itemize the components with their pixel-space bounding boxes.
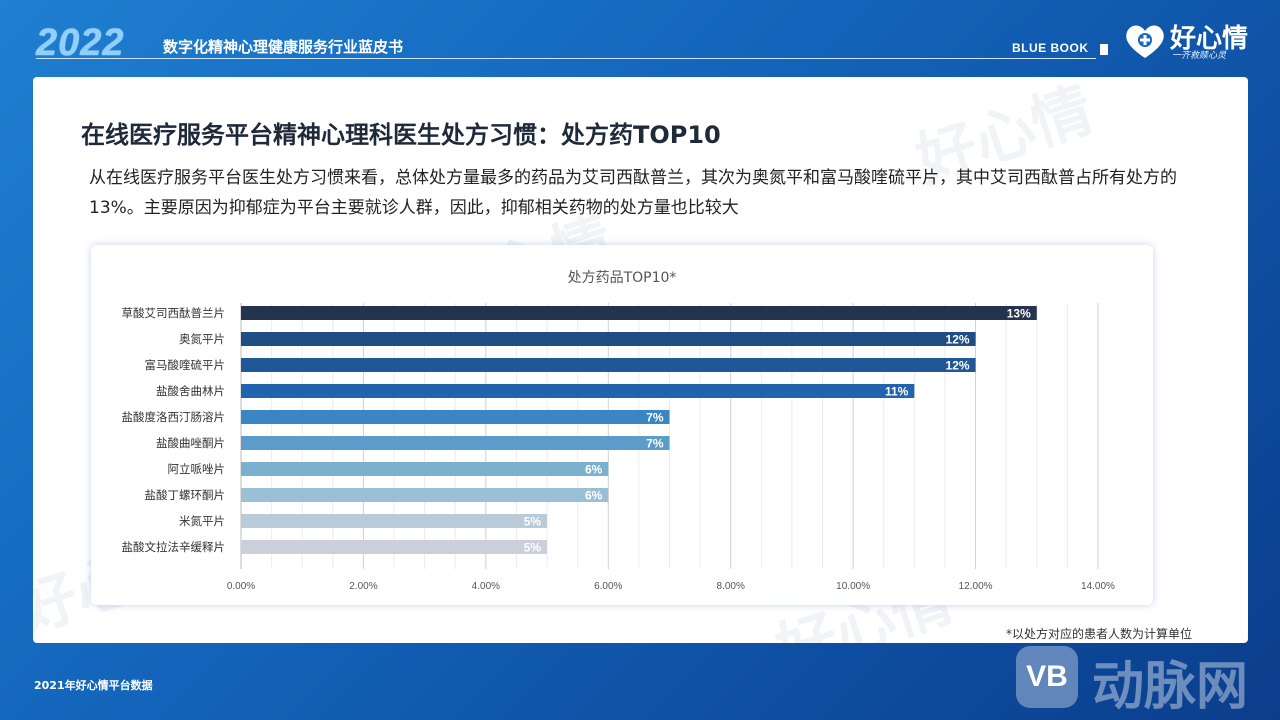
x-tick-label: 12.00% <box>959 581 993 592</box>
data-label: 7% <box>646 411 664 425</box>
bar <box>241 462 609 476</box>
data-label: 7% <box>646 437 664 451</box>
category-label: 盐酸丁螺环酮片 <box>145 488 226 502</box>
report-title: 数字化精神心理健康服务行业蓝皮书 <box>163 38 404 56</box>
bar <box>241 436 670 450</box>
bar <box>241 306 1037 320</box>
bar <box>241 540 548 554</box>
data-label: 6% <box>585 463 603 477</box>
bluebook-label: BLUE BOOK <box>1012 41 1089 55</box>
x-tick-label: 2.00% <box>349 581 377 592</box>
data-label: 13% <box>1007 307 1031 321</box>
category-label: 奥氮平片 <box>179 332 225 346</box>
category-label: 盐酸度洛西汀肠溶片 <box>122 410 226 424</box>
data-label: 5% <box>524 541 542 555</box>
bar <box>241 514 548 528</box>
bar <box>241 358 976 372</box>
data-label: 5% <box>524 515 542 529</box>
category-label: 盐酸曲唑酮片 <box>156 436 225 450</box>
x-tick-label: 8.00% <box>717 581 745 592</box>
brand-slogan: 一齐救赎心灵 <box>1172 51 1227 61</box>
chart-title: 处方药品TOP10* <box>567 270 677 286</box>
category-label: 草酸艾司西酞普兰片 <box>122 306 226 320</box>
brand-name: 好心情 <box>1170 24 1249 54</box>
bar-chart: 草酸艾司西酞普兰片 13% 奥氮平片 12% 富马酸喹硫平片 12% 盐酸舍曲林片 11% 盐酸… <box>122 303 1115 592</box>
data-label: 12% <box>946 333 970 347</box>
content-panel: 好心情 好心情 好心情 好心情 在线医疗服务平台精神心理科医生处方习惯：处方药T… <box>33 77 1248 643</box>
x-tick-label: 14.00% <box>1081 581 1115 592</box>
bar <box>241 488 609 502</box>
data-label: 12% <box>946 359 970 373</box>
x-tick-label: 0.00% <box>227 581 255 592</box>
category-label: 盐酸舍曲林片 <box>156 384 225 398</box>
bar <box>241 384 915 398</box>
bar <box>241 410 670 424</box>
data-label: 11% <box>885 385 909 399</box>
bar <box>241 332 976 346</box>
brand-heart-icon <box>1126 25 1164 58</box>
bluebook-marker <box>1100 44 1108 55</box>
category-label: 阿立哌唑片 <box>168 462 226 476</box>
description-text: 从在线医疗服务平台医生处方习惯来看，总体处方量最多的药品为艾司西酞普兰，其次为奥… <box>89 168 1177 218</box>
category-label: 米氮平片 <box>179 514 225 528</box>
x-tick-label: 6.00% <box>594 581 622 592</box>
footnote: *以处方对应的患者人数为计算单位 <box>1005 627 1192 641</box>
category-label: 富马酸喹硫平片 <box>145 358 226 372</box>
data-source-note: 2021年好心情平台数据 <box>34 679 153 692</box>
year-logo: 2022 <box>36 22 125 64</box>
chart-card: 处方药品TOP10* 草酸艾司西酞普兰片 13% 奥氮平片 12% 富马酸喹硫平片 12%… <box>91 245 1153 605</box>
vb-logo-icon: VB <box>1016 646 1078 708</box>
brand-watermark-text: 动脉网 <box>1092 657 1249 717</box>
category-label: 盐酸文拉法辛缓释片 <box>122 540 226 554</box>
x-tick-label: 4.00% <box>472 581 500 592</box>
x-tick-label: 10.00% <box>836 581 870 592</box>
header-divider <box>36 58 1096 59</box>
data-label: 6% <box>585 489 603 503</box>
page-title: 在线医疗服务平台精神心理科医生处方习惯：处方药TOP10 <box>81 121 721 149</box>
